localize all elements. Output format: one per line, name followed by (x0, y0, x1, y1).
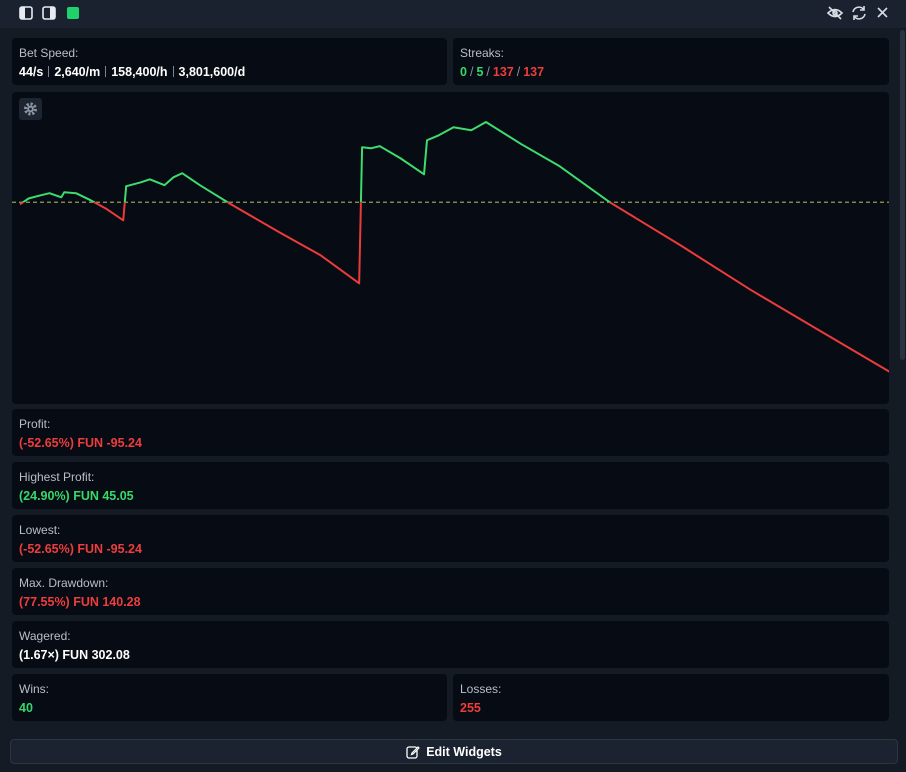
hide-icon[interactable] (826, 6, 844, 20)
rate: 158,400/h (111, 65, 168, 79)
chart-panel (12, 92, 889, 404)
losses-panel: Losses: 255 (453, 674, 889, 721)
title-bar (0, 0, 906, 28)
close-icon[interactable] (877, 7, 888, 18)
drawdown-panel: Max. Drawdown: (77.55%) FUN 140.28 (12, 568, 889, 615)
label: Lowest: (19, 523, 61, 537)
label: Bet Speed: (19, 46, 79, 60)
value: 44/s 2,640/m 158,400/h 3,801,600/d (19, 65, 245, 79)
value: (-52.65%) FUN -95.24 (19, 542, 142, 556)
rate: 44/s (19, 65, 44, 79)
wagered-panel: Wagered: (1.67×) FUN 302.08 (12, 621, 889, 668)
chart (12, 98, 889, 373)
value: (-52.65%) FUN -95.24 (19, 436, 142, 450)
status-square[interactable] (67, 7, 79, 19)
scrollbar-thumb[interactable] (900, 30, 905, 360)
label: Wins: (19, 682, 49, 696)
value: (24.90%) FUN 45.05 (19, 489, 134, 503)
left-panel-toggle[interactable] (19, 6, 33, 20)
rate: 2,640/m (54, 65, 101, 79)
label: Losses: (460, 682, 502, 696)
win-streak: 0 (460, 65, 467, 79)
scrollbar (898, 30, 906, 772)
value: 0/5/137/137 (460, 65, 544, 79)
label: Max. Drawdown: (19, 576, 109, 590)
refresh-icon[interactable] (852, 6, 866, 20)
loss-streak: 137 (492, 65, 514, 79)
label: Profit: (19, 417, 51, 431)
value: 40 (19, 701, 33, 715)
loss-streak: 137 (523, 65, 545, 79)
highest-panel: Highest Profit: (24.90%) FUN 45.05 (12, 462, 889, 509)
value: (77.55%) FUN 140.28 (19, 595, 141, 609)
slash: / (469, 65, 474, 79)
streaks-panel: Streaks: 0/5/137/137 (453, 38, 889, 85)
separator (105, 66, 107, 77)
title-icons (19, 6, 888, 20)
label: Wagered: (19, 629, 71, 643)
lowest-panel: Lowest: (-52.65%) FUN -95.24 (12, 515, 889, 562)
win-streak: 5 (476, 65, 484, 79)
wins-panel: Wins: 40 (12, 674, 447, 721)
profit-line-negative (19, 202, 889, 373)
label: Streaks: (460, 46, 505, 60)
slash: / (516, 65, 521, 79)
profit-panel: Profit: (-52.65%) FUN -95.24 (12, 409, 889, 456)
bet-speed-panel: Bet Speed: 44/s 2,640/m 158,400/h 3,801,600… (12, 38, 447, 85)
button-label: Edit Widgets (426, 744, 502, 759)
slash: / (486, 65, 490, 79)
profit-line-positive (21, 121, 612, 203)
value: (1.67×) FUN 302.08 (19, 648, 130, 662)
value: 255 (460, 701, 481, 715)
separator (48, 66, 50, 77)
settings-button[interactable] (19, 98, 42, 120)
rate: 3,801,600/d (178, 65, 246, 79)
label: Highest Profit: (19, 470, 95, 484)
right-panel-toggle[interactable] (42, 6, 56, 20)
edit-widgets-button[interactable]: Edit Widgets (10, 739, 898, 764)
edit-icon (406, 745, 421, 759)
separator (172, 66, 174, 77)
